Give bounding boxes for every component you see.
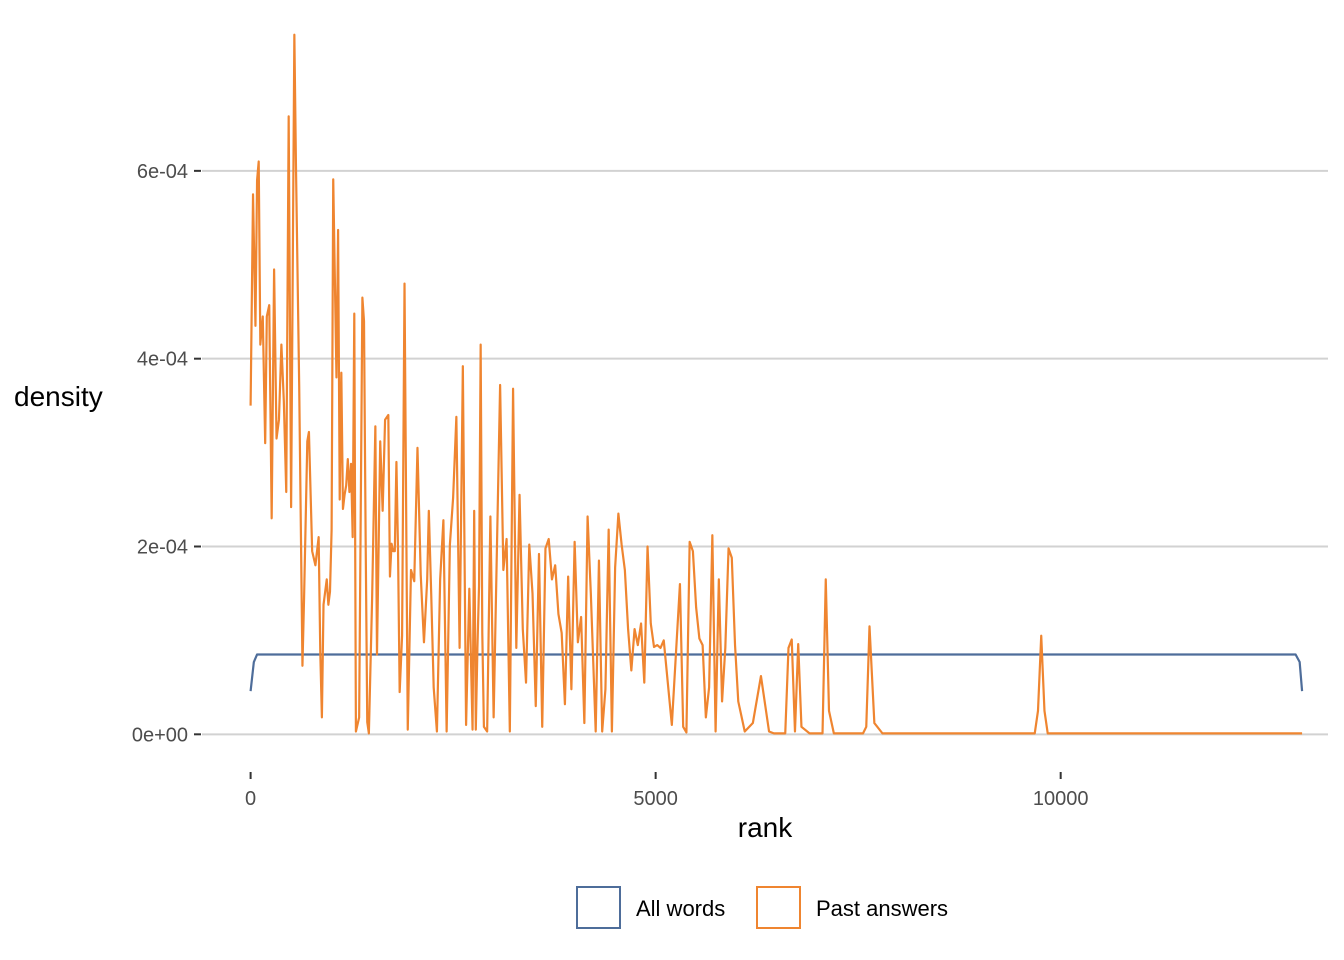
legend-label-past-answers: Past answers: [816, 896, 948, 921]
x-tick-label-0: 0: [245, 788, 256, 810]
legend-label-all-words: All words: [636, 896, 725, 921]
series-line-all-words: [249, 653, 1304, 692]
x-axis-title: rank: [738, 812, 793, 843]
series-lines: [249, 33, 1304, 735]
x-tick-label-2: 10000: [1033, 788, 1089, 810]
y-tick-label-2: 4e-04: [137, 349, 188, 371]
legend-item-past-answers: Past answers: [756, 886, 948, 929]
y-tick-label-0: 0e+00: [132, 724, 188, 746]
y-tick-label-1: 2e-04: [137, 536, 188, 558]
y-tick-label-3: 6e-04: [137, 161, 188, 183]
legend: All words Past answers: [576, 886, 948, 929]
y-axis: 0e+00 2e-04 4e-04 6e-04: [132, 161, 201, 746]
y-axis-title: density: [14, 381, 103, 412]
legend-key-past-answers: [756, 886, 801, 929]
x-tick-label-1: 5000: [633, 788, 678, 810]
legend-key-all-words: [576, 886, 621, 929]
series-line-past-answers: [249, 33, 1303, 735]
x-axis: 0 5000 10000: [245, 772, 1088, 810]
legend-item-all-words: All words: [576, 886, 725, 929]
